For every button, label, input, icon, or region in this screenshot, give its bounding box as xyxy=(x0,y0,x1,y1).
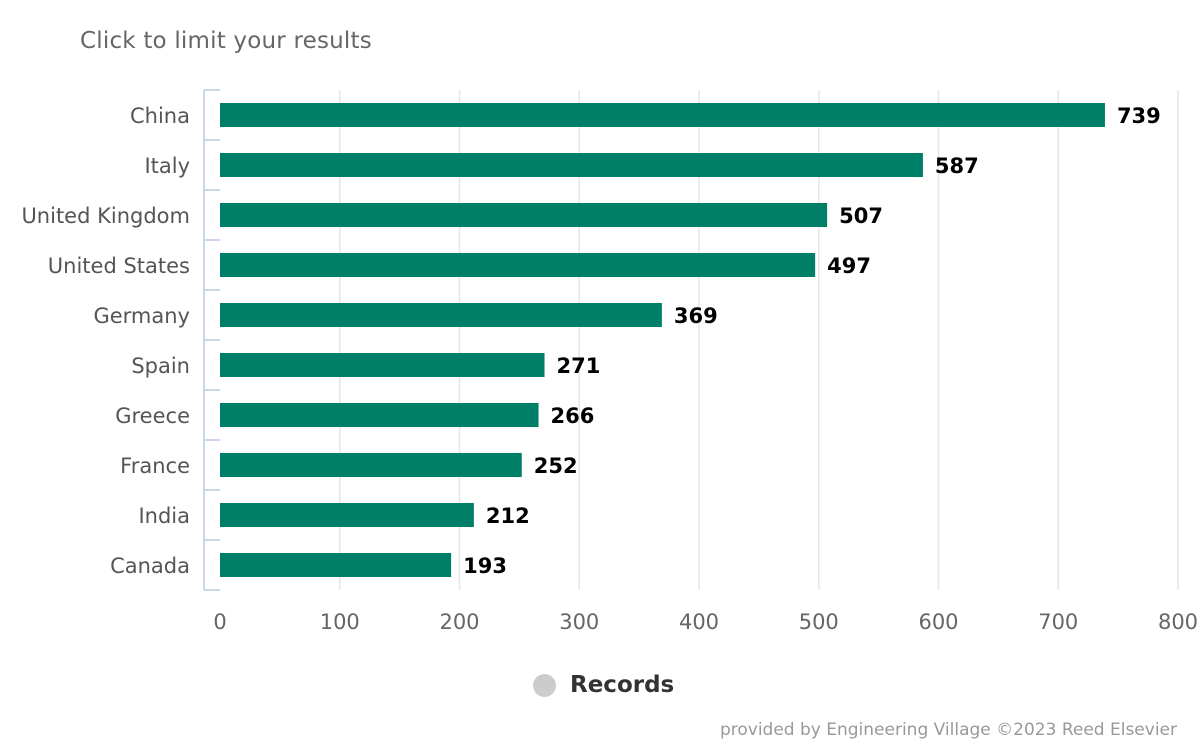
legend-item-records[interactable]: Records xyxy=(533,672,674,698)
chart-credits[interactable]: provided by Engineering Village ©2023 Re… xyxy=(719,720,1177,740)
bar-germany[interactable] xyxy=(220,303,662,327)
data-label: 193 xyxy=(463,554,507,578)
category-label[interactable]: United States xyxy=(48,254,190,278)
data-label: 212 xyxy=(486,504,530,528)
bar-china[interactable] xyxy=(220,103,1105,127)
x-tick-label: 400 xyxy=(679,610,719,634)
x-tick-label: 700 xyxy=(1038,610,1078,634)
x-axis-tick-labels: 0 100 200 300 400 500 600 700 800 xyxy=(213,610,1198,634)
category-label[interactable]: France xyxy=(120,454,190,478)
data-label: 266 xyxy=(551,404,595,428)
x-tick-label: 0 xyxy=(213,610,226,634)
category-label[interactable]: United Kingdom xyxy=(21,204,190,228)
data-label: 587 xyxy=(935,154,979,178)
bar-united-states[interactable] xyxy=(220,253,816,277)
bar-canada[interactable] xyxy=(220,553,452,577)
x-tick-label: 800 xyxy=(1158,610,1198,634)
category-labels: China Italy United Kingdom United States Ger… xyxy=(21,104,190,578)
x-tick-label: 100 xyxy=(320,610,360,634)
bar-chart: China Italy United Kingdom United States Ger… xyxy=(21,89,1198,634)
category-label[interactable]: Canada xyxy=(110,554,190,578)
data-label: 739 xyxy=(1117,104,1161,128)
data-label: 497 xyxy=(827,254,871,278)
axes xyxy=(203,89,220,591)
x-tick-label: 600 xyxy=(918,610,958,634)
bar-italy[interactable] xyxy=(220,153,923,177)
bar-france[interactable] xyxy=(220,453,522,477)
legend-label: Records xyxy=(570,672,675,698)
x-tick-label: 300 xyxy=(559,610,599,634)
data-label: 369 xyxy=(674,304,718,328)
data-label: 252 xyxy=(534,454,578,478)
x-tick-label: 200 xyxy=(439,610,479,634)
data-label: 271 xyxy=(557,354,601,378)
category-label[interactable]: Spain xyxy=(131,354,190,378)
data-labels: 739 587 507 497 369 271 266 252 212 193 xyxy=(463,104,1161,578)
bar-india[interactable] xyxy=(220,503,474,527)
bar-united-kingdom[interactable] xyxy=(220,203,828,227)
category-label[interactable]: Greece xyxy=(115,404,190,428)
category-label[interactable]: India xyxy=(138,504,190,528)
category-label[interactable]: Germany xyxy=(93,304,190,328)
bars xyxy=(220,103,1105,577)
category-label[interactable]: China xyxy=(130,104,190,128)
category-label[interactable]: Italy xyxy=(144,154,190,178)
legend-dot-icon xyxy=(533,673,556,697)
bar-spain[interactable] xyxy=(220,353,545,377)
bar-greece[interactable] xyxy=(220,403,539,427)
data-label: 507 xyxy=(839,204,883,228)
chart-subtitle: Click to limit your results xyxy=(80,28,372,54)
x-tick-label: 500 xyxy=(799,610,839,634)
